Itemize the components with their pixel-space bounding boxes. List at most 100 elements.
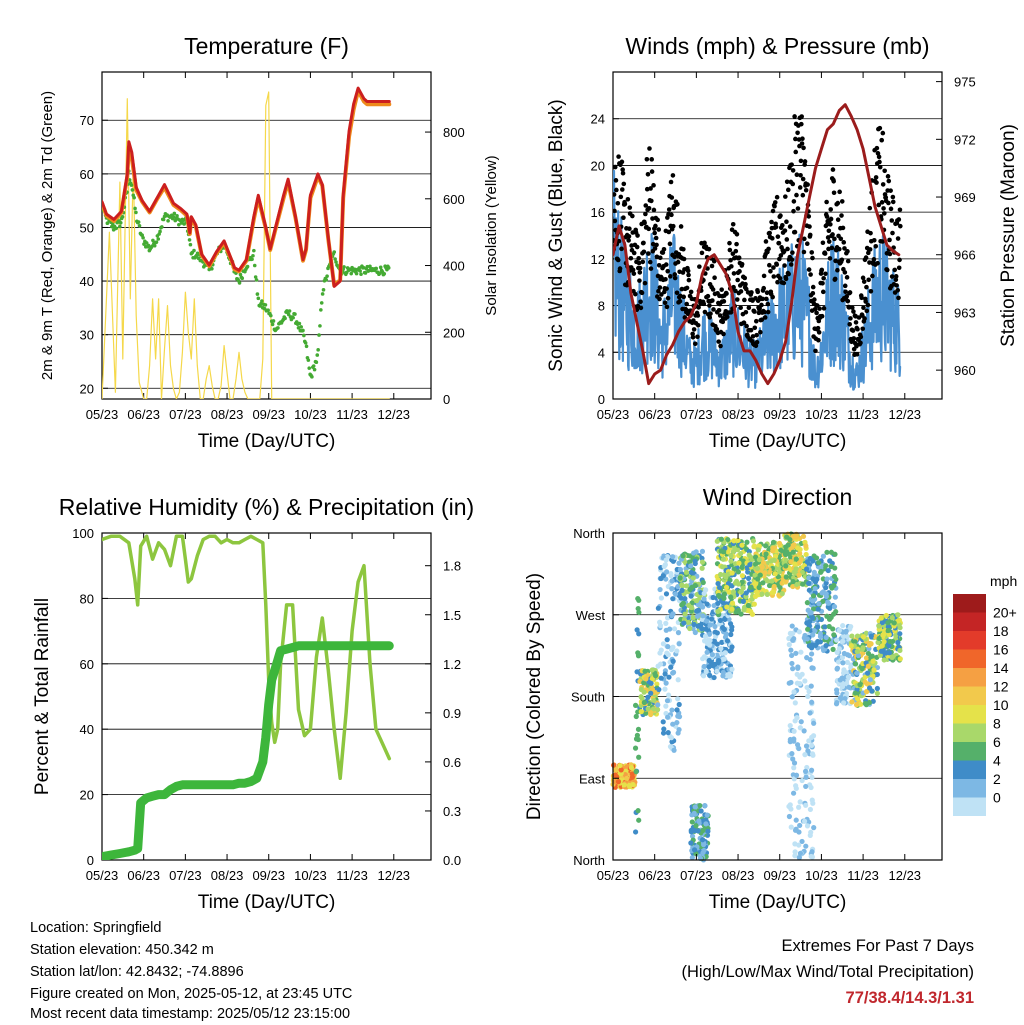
gust-point [695, 313, 701, 318]
direction-point [621, 782, 627, 788]
direction-point [626, 782, 632, 788]
direction-point [840, 623, 846, 629]
gust-point [650, 216, 655, 221]
direction-point [799, 671, 805, 677]
gust-point [657, 285, 663, 290]
direction-point [729, 600, 736, 606]
direction-point [833, 609, 839, 615]
gust-point [637, 278, 642, 283]
gust-point [669, 195, 675, 200]
direction-point [796, 855, 802, 861]
direction-point [750, 538, 757, 544]
y-tick-labels: North West South East North [571, 526, 619, 868]
gust-point [674, 290, 680, 296]
direction-point [845, 634, 851, 640]
direction-point [824, 549, 830, 555]
gust-point [750, 334, 756, 339]
gust-point [730, 221, 736, 227]
gust-point [622, 201, 628, 207]
gust-point [684, 301, 689, 307]
direction-point [709, 651, 715, 658]
direction-point [743, 590, 749, 596]
gust-point [815, 325, 821, 331]
gust-point [619, 159, 625, 165]
gust-point [767, 230, 772, 236]
gust-point [798, 173, 803, 178]
gust-point [812, 297, 817, 302]
gust-point [896, 295, 901, 301]
gust-point [664, 286, 669, 291]
direction-point [674, 707, 680, 713]
direction-point [808, 683, 814, 689]
direction-point [670, 669, 677, 675]
gust-point [699, 250, 705, 256]
x-tick-labels: 05/23 06/23 07/23 08/23 09/23 10/23 11/23 12/23 [86, 72, 410, 422]
gust-point [616, 154, 621, 159]
legend-swatch [953, 649, 986, 668]
direction-point [642, 668, 648, 674]
direction-point [676, 560, 682, 566]
direction-point [712, 623, 718, 630]
gust-point [710, 287, 716, 292]
gust-point [744, 323, 749, 329]
y-right-tick-labels: 960 963 966 969 972 975 [936, 75, 976, 378]
gust-point [681, 256, 687, 262]
gust-point [799, 121, 804, 127]
gust-point [843, 289, 848, 295]
direction-point [760, 587, 766, 593]
gust-point [738, 289, 744, 294]
gust-point [855, 326, 860, 332]
gust-point [613, 218, 618, 224]
gust-point [697, 264, 702, 269]
direction-point [866, 642, 872, 648]
direction-point [724, 604, 730, 610]
direction-point [831, 632, 837, 638]
gust-point [799, 141, 805, 146]
gust-point [648, 266, 654, 271]
dewpoint-point [133, 206, 137, 211]
direction-point [803, 802, 809, 808]
legend-swatch [953, 723, 986, 742]
direction-point [797, 725, 803, 731]
footer-created: Figure created on Mon, 2025-05-12, at 23… [30, 986, 353, 1002]
gust-point [752, 309, 757, 314]
gust-point [686, 272, 691, 278]
y-tick-labels: 0 4 8 12 16 20 24 [591, 112, 619, 407]
gust-point [874, 180, 879, 185]
direction-point [897, 656, 903, 662]
direction-point [789, 652, 795, 659]
direction-point [837, 695, 843, 701]
direction-point [676, 641, 682, 647]
direction-point [710, 594, 716, 601]
gust-point [633, 291, 638, 297]
direction-point [804, 823, 811, 829]
x-axis-label: Time (Day/UTC) [198, 892, 336, 913]
direction-point [700, 827, 706, 834]
dewpoint-point [120, 215, 125, 219]
gust-point [864, 284, 869, 290]
direction-point [634, 627, 640, 633]
direction-point [889, 615, 895, 621]
direction-point [834, 699, 840, 706]
total-rainfall-line [102, 641, 394, 860]
direction-point [840, 633, 847, 640]
direction-point [852, 690, 858, 696]
dewpoint-point [314, 360, 319, 365]
direction-point [895, 618, 901, 624]
gust-point [778, 213, 783, 218]
gust-point [821, 306, 827, 311]
direction-point [721, 549, 727, 555]
dewpoint-point [254, 278, 259, 282]
direction-point [668, 735, 675, 741]
gust-point [775, 234, 781, 239]
gust-point [735, 297, 740, 302]
y-tick-label: East [579, 771, 605, 786]
direction-point [654, 681, 660, 687]
direction-point [817, 633, 824, 640]
direction-point [739, 564, 745, 571]
direction-point [770, 589, 777, 595]
direction-point [889, 654, 895, 660]
gridlines [102, 119, 431, 389]
gust-point [800, 176, 806, 182]
